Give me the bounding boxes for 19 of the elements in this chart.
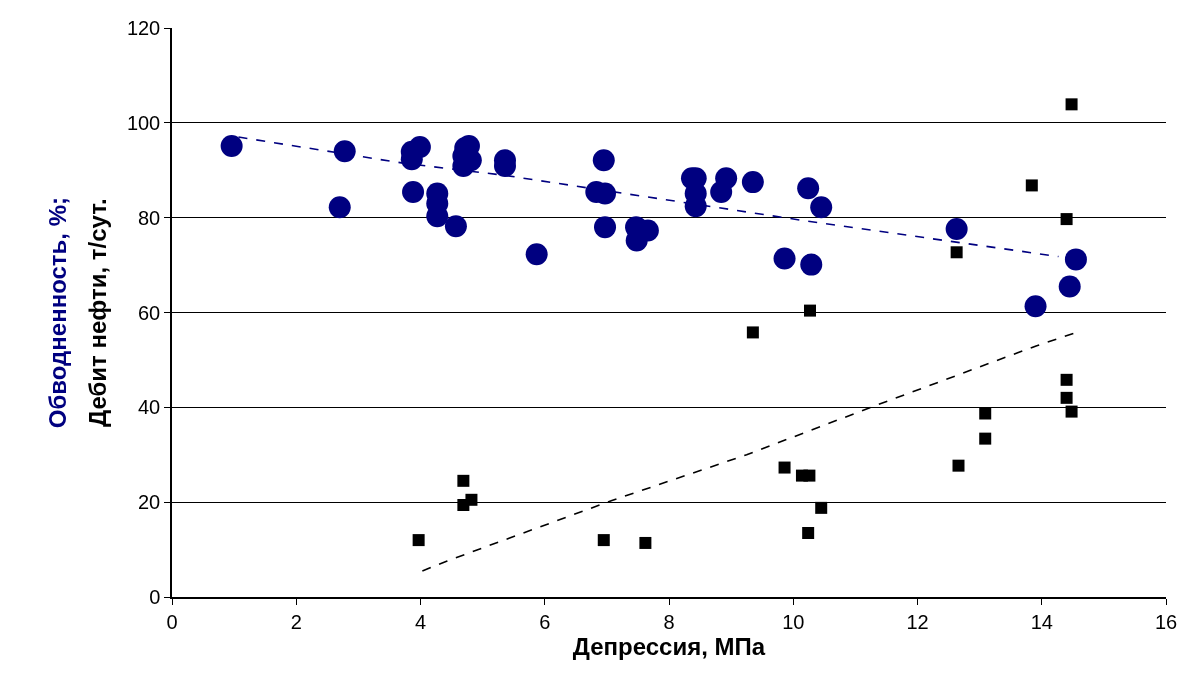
x-tick-label: 2 [290,610,302,633]
y-tick-label: 120 [126,17,161,39]
x-tick-label: 16 [1154,610,1178,633]
text: Дебит нефти, т/сут. [83,198,111,427]
x-tick-label: 4 [414,610,427,633]
y-tick-label: 60 [138,301,161,324]
x-tick-label: 6 [539,610,551,633]
y-tick-label: 80 [138,206,161,229]
x-tick-label: 12 [906,610,929,633]
x-tick-label: 0 [166,610,178,633]
x-axis-title: Депрессия, МПа [572,632,766,660]
x-tick-label: 8 [663,610,675,633]
text: Обводненность, %; [44,196,72,429]
y-tick-label: 0 [149,586,161,608]
x-tick-label: 10 [782,610,805,633]
x-tick-label: 14 [1030,610,1053,633]
y-tick-label: 100 [126,111,161,134]
y-tick-label: 40 [138,396,161,419]
y-tick-label: 20 [138,491,161,514]
